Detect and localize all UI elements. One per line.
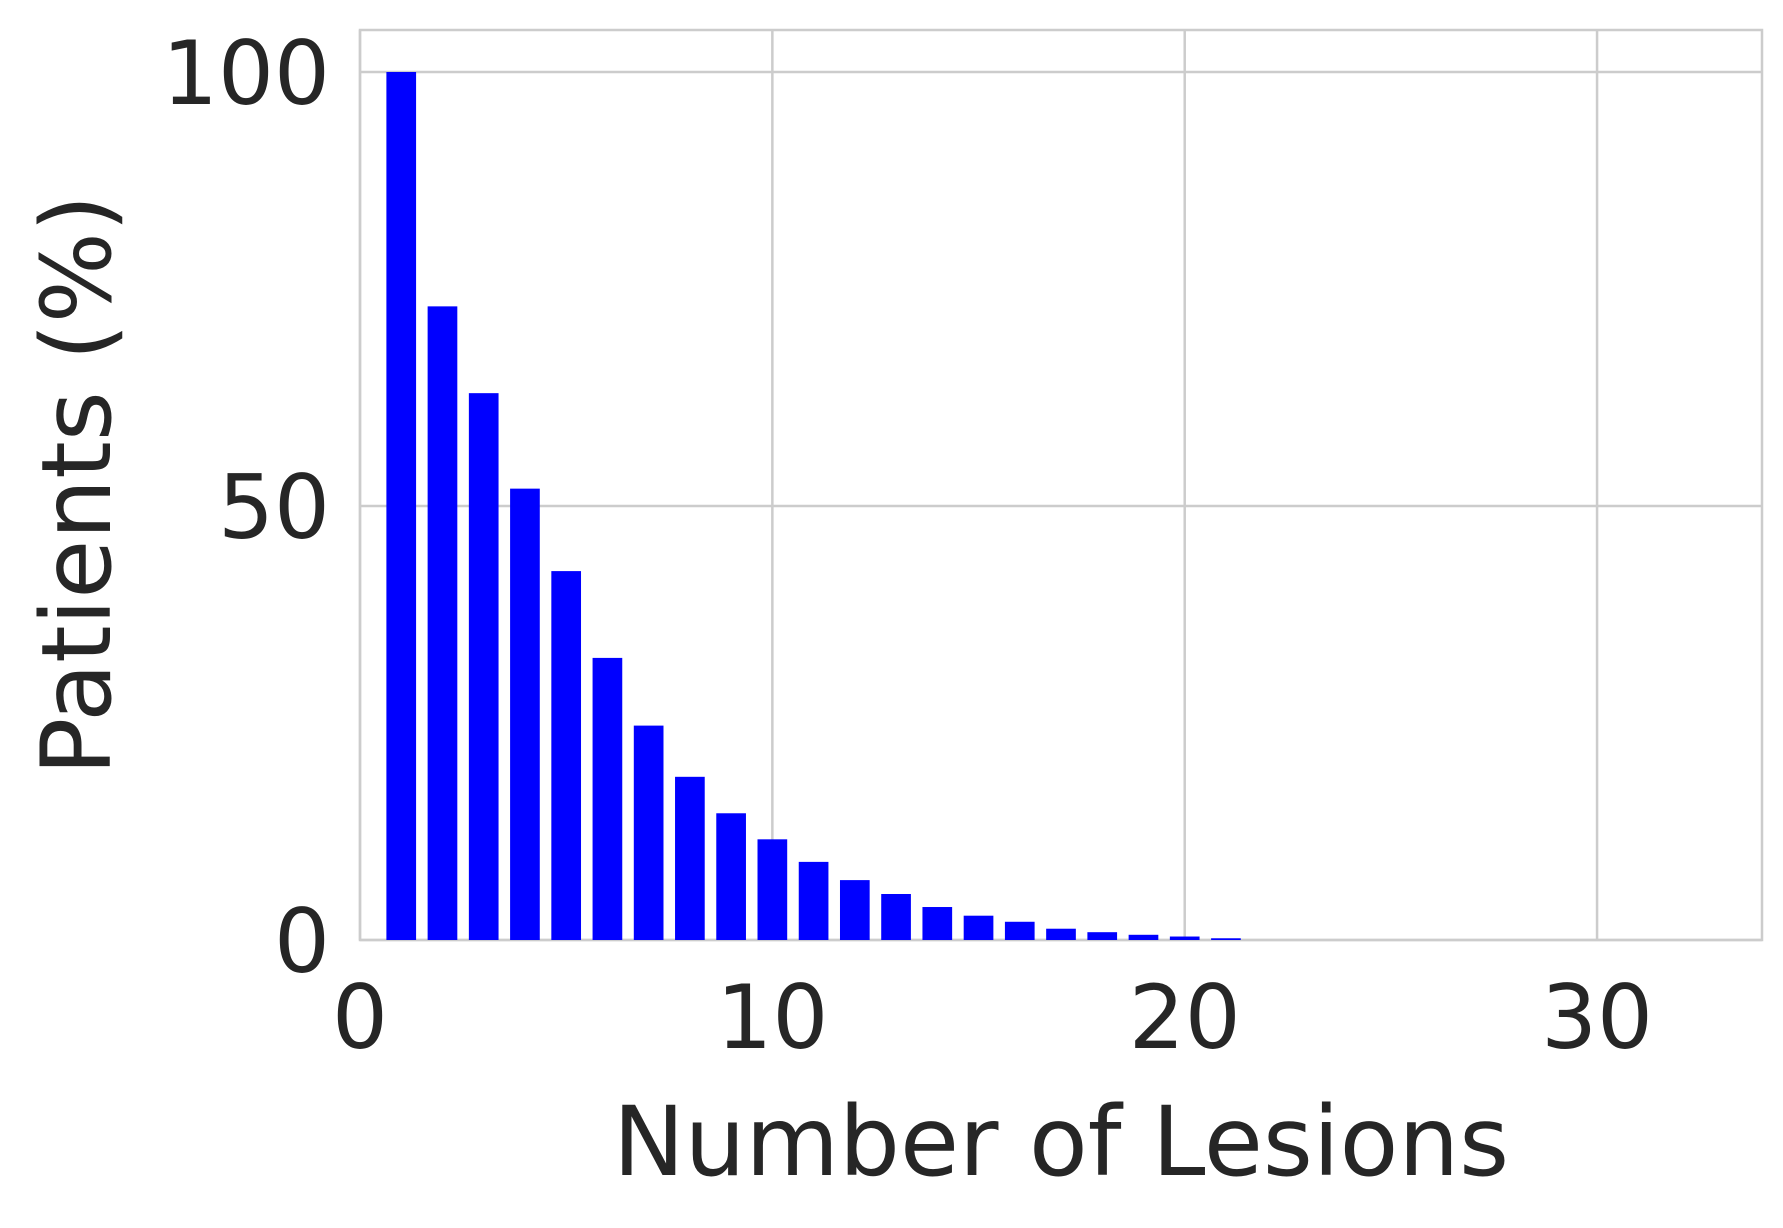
bar-13 [881, 893, 911, 940]
bar-2 [427, 306, 458, 940]
bar-15 [963, 915, 994, 940]
y-tick-label: 100 [162, 22, 330, 125]
x-tick-label: 10 [716, 966, 828, 1069]
bar-8 [675, 776, 705, 940]
y-tick-label: 50 [218, 456, 330, 559]
x-axis-label: Number of Lesions [613, 1086, 1509, 1198]
bar-12 [839, 880, 870, 940]
bar-4 [510, 488, 540, 940]
bar-3 [468, 393, 499, 940]
x-tick-label: 30 [1541, 966, 1653, 1069]
y-tick-labels: 0 50 100 [162, 22, 330, 993]
bar-9 [716, 813, 746, 940]
x-tick-labels: 0 10 20 30 [332, 966, 1653, 1069]
y-axis-label: Patients (%) [21, 195, 133, 776]
bar-11 [798, 861, 829, 940]
bar-16 [1004, 921, 1035, 940]
bar-10 [757, 839, 788, 940]
bar-1 [386, 72, 417, 940]
bar-18 [1087, 932, 1118, 940]
bar-21 [1211, 938, 1241, 940]
x-tick-label: 20 [1129, 966, 1241, 1069]
y-tick-label: 0 [274, 890, 330, 993]
bar-20 [1169, 936, 1200, 940]
bar-14 [922, 907, 953, 940]
bar-5 [551, 571, 582, 940]
bar-6 [592, 657, 623, 940]
bar-19 [1128, 934, 1159, 940]
bars [386, 72, 1241, 940]
bar-17 [1046, 928, 1076, 940]
x-tick-label: 0 [332, 966, 388, 1069]
bar-7 [633, 725, 664, 940]
